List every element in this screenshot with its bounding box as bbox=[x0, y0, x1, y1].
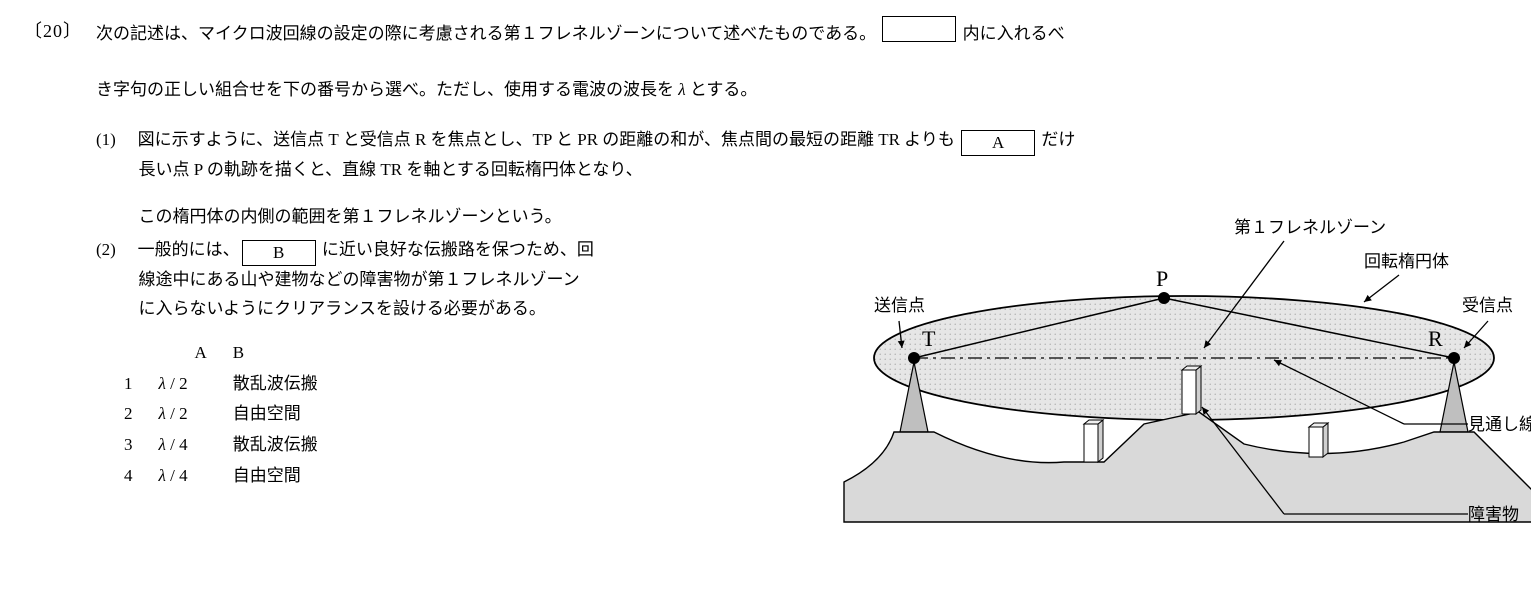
svg-text:P: P bbox=[1156, 266, 1168, 291]
answer-B: 自由空間 bbox=[233, 461, 344, 492]
p1-t1: 図に示すように、送信点 T と受信点 R を焦点とし、TP と PR の距離の和… bbox=[138, 130, 955, 149]
p2-line2: 線途中にある山や建物などの障害物が第１フレネルゾーン bbox=[96, 266, 796, 295]
p2-line3: に入らないようにクリアランスを設ける必要がある。 bbox=[96, 295, 796, 324]
lead-line1a: 次の記述は、マイクロ波回線の設定の際に考慮される第１フレネルゾーンについて述べた… bbox=[96, 24, 876, 43]
answer-B: 散乱波伝搬 bbox=[233, 369, 344, 400]
p1-line3: この楕円体の内側の範囲を第１フレネルゾーンという。 bbox=[96, 203, 796, 232]
answer-head-A: A bbox=[159, 338, 233, 369]
p2-num: (2) bbox=[96, 236, 133, 265]
answer-num: 4 bbox=[124, 461, 159, 492]
lead-lambda: λ bbox=[678, 80, 685, 99]
answer-row: 2 λ / 2 自由空間 bbox=[124, 399, 344, 430]
svg-text:送信点: 送信点 bbox=[874, 296, 925, 315]
p1-num: (1) bbox=[96, 126, 133, 155]
p1-t1b: だけ bbox=[1041, 130, 1075, 149]
answer-A: λ / 4 bbox=[159, 430, 233, 461]
svg-text:障害物: 障害物 bbox=[1468, 505, 1519, 524]
lead-line2b: とする。 bbox=[686, 80, 758, 99]
blank-B: B bbox=[242, 240, 316, 266]
main-area: この楕円体の内側の範囲を第１フレネルゾーンという。 (2) 一般的には、B に近… bbox=[24, 203, 1507, 573]
answer-B: 自由空間 bbox=[233, 399, 344, 430]
answer-num: 1 bbox=[124, 369, 159, 400]
answer-num: 3 bbox=[124, 430, 159, 461]
lead-line2: き字句の正しい組合せを下の番号から選べ。ただし、使用する電波の波長を bbox=[96, 80, 678, 99]
svg-text:回転楕円体: 回転楕円体 bbox=[1364, 252, 1449, 271]
lead-blank-box bbox=[882, 16, 956, 42]
svg-text:第１フレネルゾーン: 第１フレネルゾーン bbox=[1234, 218, 1386, 237]
svg-text:T: T bbox=[922, 326, 936, 351]
blank-A: A bbox=[961, 130, 1035, 156]
answer-A: λ / 2 bbox=[159, 369, 233, 400]
answer-row: 3 λ / 4 散乱波伝搬 bbox=[124, 430, 344, 461]
left-column: この楕円体の内側の範囲を第１フレネルゾーンという。 (2) 一般的には、B に近… bbox=[96, 203, 804, 492]
question-number: 〔20〕 bbox=[24, 16, 82, 47]
answer-head-B: B bbox=[233, 338, 344, 369]
svg-text:R: R bbox=[1428, 326, 1443, 351]
p1-t2: 長い点 P の軌跡を描くと、直線 TR を軸とする回転楕円体となり、 bbox=[139, 160, 643, 179]
answer-row: 4 λ / 4 自由空間 bbox=[124, 461, 344, 492]
lead-line2-wrap: き字句の正しい組合せを下の番号から選べ。ただし、使用する電波の波長を λ とする… bbox=[96, 76, 1507, 105]
lead-line1b: 内に入れるべ bbox=[963, 24, 1065, 43]
p1-line1: (1) 図に示すように、送信点 T と受信点 R を焦点とし、TP と PR の… bbox=[96, 126, 1507, 156]
p1-t3: この楕円体の内側の範囲を第１フレネルゾーンという。 bbox=[139, 207, 562, 226]
diagram: 送信点 T P R 受信点 第１フレネルゾーン回転楕円体見通し線障害物 bbox=[804, 203, 1531, 573]
answer-table: A B 1 λ / 2 散乱波伝搬 2 λ / 2 自由空間 3 λ / 4 散… bbox=[124, 338, 796, 492]
question-lead: 〔20〕 次の記述は、マイクロ波回線の設定の際に考慮される第１フレネルゾーンにつ… bbox=[24, 16, 1507, 78]
lead-text: 次の記述は、マイクロ波回線の設定の際に考慮される第１フレネルゾーンについて述べた… bbox=[96, 16, 1507, 78]
p2-t2: 線途中にある山や建物などの障害物が第１フレネルゾーン bbox=[139, 270, 580, 289]
svg-text:見通し線: 見通し線 bbox=[1468, 415, 1531, 434]
p2-t3: に入らないようにクリアランスを設ける必要がある。 bbox=[139, 299, 546, 318]
p2-t1: 一般的には、 bbox=[138, 240, 240, 259]
answer-header-row: A B bbox=[124, 338, 344, 369]
answer-num: 2 bbox=[124, 399, 159, 430]
p1-line2: 長い点 P の軌跡を描くと、直線 TR を軸とする回転楕円体となり、 bbox=[96, 156, 1507, 185]
answer-B: 散乱波伝搬 bbox=[233, 430, 344, 461]
fresnel-diagram: 送信点 T P R 受信点 第１フレネルゾーン回転楕円体見通し線障害物 bbox=[804, 203, 1531, 573]
answer-row: 1 λ / 2 散乱波伝搬 bbox=[124, 369, 344, 400]
p2-line1: (2) 一般的には、B に近い良好な伝搬路を保つため、回 bbox=[96, 236, 796, 266]
svg-text:受信点: 受信点 bbox=[1462, 296, 1513, 315]
answer-A: λ / 2 bbox=[159, 399, 233, 430]
p2-t1b: に近い良好な伝搬路を保つため、回 bbox=[322, 240, 594, 259]
answer-A: λ / 4 bbox=[159, 461, 233, 492]
